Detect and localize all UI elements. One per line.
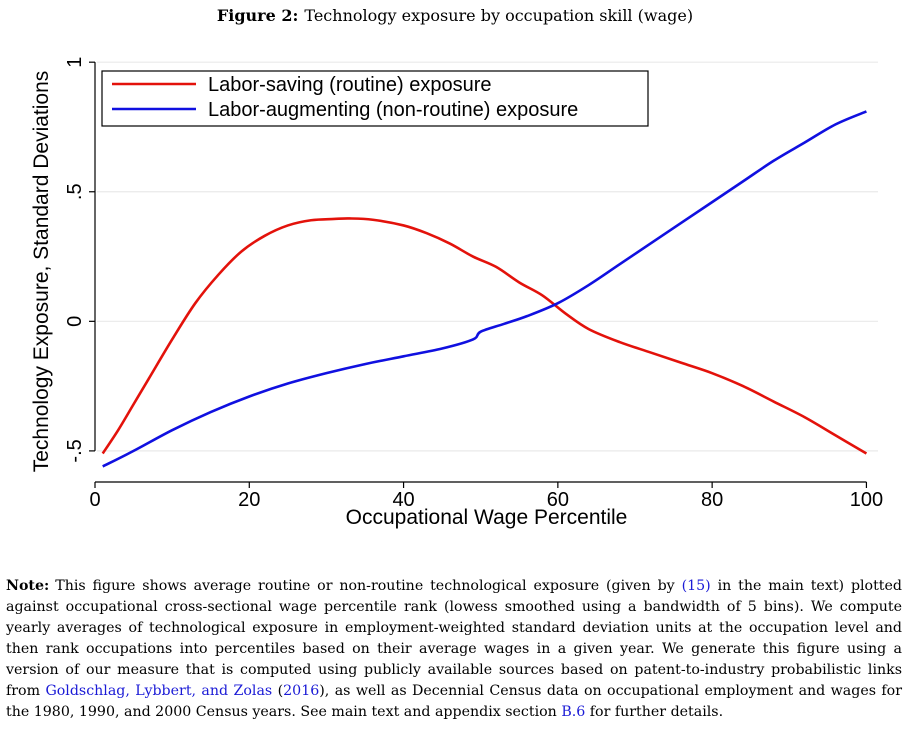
note-text-1: This figure shows average routine or non… [55,578,681,594]
citation-year-link[interactable]: 2016 [283,683,319,699]
y-tick-label: 0 [64,316,86,327]
line-chart: -.50.51020406080100Occupational Wage Per… [0,0,910,560]
x-axis-title: Occupational Wage Percentile [346,506,628,529]
y-tick-label: -.5 [64,439,86,462]
legend-label: Labor-saving (routine) exposure [208,74,492,96]
figure-note: Note: This figure shows average routine o… [6,576,902,723]
y-tick-label: 1 [64,57,86,68]
axes: -.50.51020406080100Occupational Wage Per… [30,57,883,529]
y-tick-label: .5 [64,183,86,200]
series-line-labor-augmenting [103,111,867,466]
x-tick-label: 80 [701,489,723,511]
note-label: Note: [6,578,49,594]
note-text-5: for further details. [585,704,723,720]
y-axis-title: Technology Exposure, Standard Deviations [30,71,53,473]
legend-label: Labor-augmenting (non-routine) exposure [208,99,578,121]
citation-authors-link[interactable]: Goldschlag, Lybbert, and Zolas [45,683,272,699]
note-text-2: in the main text) plotted against occupa… [6,578,902,699]
x-tick-label: 0 [89,489,100,511]
note-text-3: ( [272,683,283,699]
appendix-section-link[interactable]: B.6 [561,704,585,720]
equation-ref-link[interactable]: (15) [682,578,711,594]
legend: Labor-saving (routine) exposure Labor-aug… [102,71,648,126]
series-lines [103,111,867,466]
series-line-labor-saving [103,218,867,453]
x-tick-label: 100 [850,489,883,511]
x-tick-label: 20 [238,489,260,511]
